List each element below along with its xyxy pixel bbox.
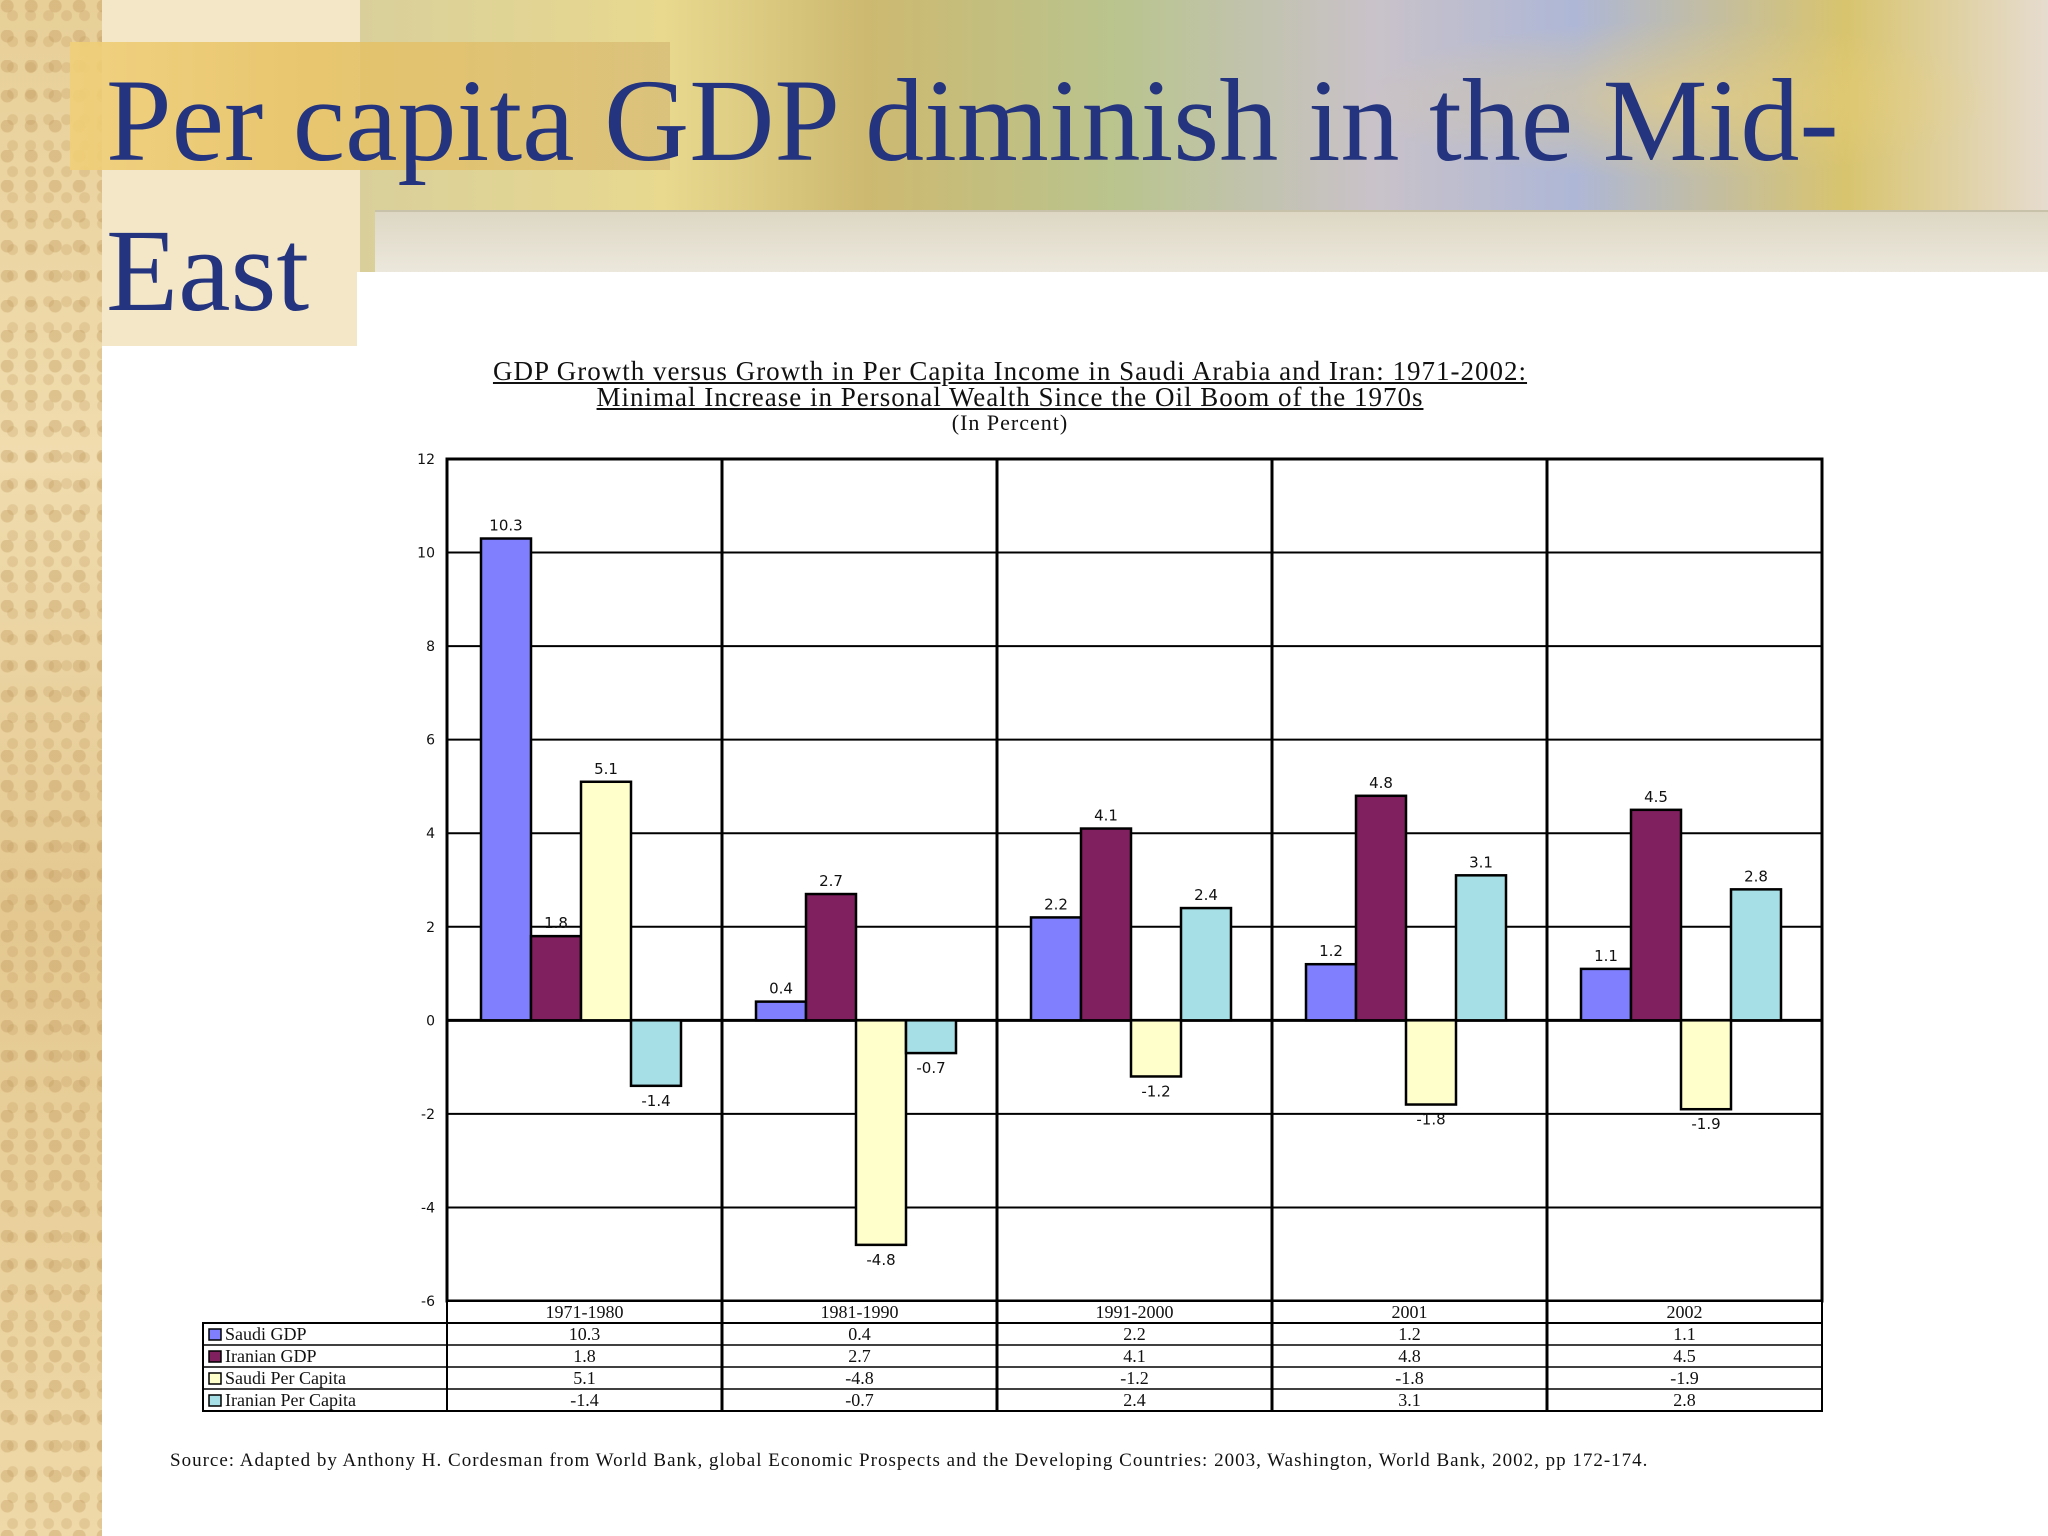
bar [1029, 916, 1083, 1022]
table-value: -1.4 [570, 1390, 599, 1410]
data-label: 1.2 [1319, 942, 1343, 960]
table-value: 5.1 [573, 1368, 596, 1388]
table-value: 1.2 [1398, 1324, 1421, 1344]
chart-title-line-1: GDP Growth versus Growth in Per Capita I… [492, 356, 1528, 386]
data-label: 1.1 [1594, 947, 1618, 965]
bar [1679, 1019, 1733, 1111]
data-label: 5.1 [594, 760, 618, 778]
chart-panel-top [357, 272, 2048, 352]
bar [1454, 874, 1508, 1022]
parchment-border [0, 0, 102, 1536]
table-value: 4.5 [1673, 1346, 1696, 1366]
decorative-banner-strip [375, 210, 2048, 274]
bar [1079, 827, 1133, 1022]
data-label: -1.8 [1416, 1111, 1445, 1129]
table-value: -1.8 [1395, 1368, 1424, 1388]
table-value: 0.4 [848, 1324, 871, 1344]
bar [804, 892, 858, 1022]
x-tick-label: 1981-1990 [821, 1302, 899, 1322]
table-value: 4.8 [1398, 1346, 1421, 1366]
x-tick-label: 1971-1980 [546, 1302, 624, 1322]
data-label: -1.4 [641, 1092, 670, 1110]
data-label: 2.2 [1044, 895, 1068, 913]
bar [579, 780, 633, 1022]
data-label: -1.2 [1141, 1082, 1170, 1100]
chart-subtitle: (In Percent) [951, 410, 1069, 435]
legend-label: Saudi Per Capita [225, 1368, 346, 1388]
y-tick-label: 0 [426, 1013, 435, 1029]
data-label: 2.4 [1194, 886, 1218, 904]
bar [754, 1000, 808, 1022]
data-label: 4.8 [1369, 774, 1393, 792]
data-label: -1.9 [1691, 1115, 1720, 1133]
legend-label: Iranian GDP [225, 1346, 316, 1366]
legend-swatch [208, 1372, 222, 1385]
bar [1179, 906, 1233, 1022]
data-label: 0.4 [769, 980, 793, 998]
plot-area [445, 457, 1824, 1303]
y-tick-label: -6 [421, 1294, 435, 1310]
y-tick-label: -4 [421, 1200, 435, 1216]
bar [1729, 888, 1783, 1022]
source-note: Source: Adapted by Anthony H. Cordesman … [170, 1450, 1649, 1471]
data-label: 3.1 [1469, 853, 1493, 871]
y-tick-label: 8 [426, 639, 435, 655]
data-label: -0.7 [916, 1059, 945, 1077]
bar [529, 934, 583, 1022]
legend-swatch [208, 1350, 222, 1363]
table-value: -1.9 [1670, 1368, 1699, 1388]
x-tick-label: 1991-2000 [1096, 1302, 1174, 1322]
bar [1354, 794, 1408, 1022]
bar [479, 537, 533, 1022]
table-value: 10.3 [569, 1324, 601, 1344]
bar [1129, 1019, 1183, 1078]
table-value: 2.7 [848, 1346, 871, 1366]
table-value: -4.8 [845, 1368, 874, 1388]
bar [1629, 808, 1683, 1022]
decorative-banner-glow [1360, 20, 2000, 180]
slide-title: Per capita GDP diminish in the Mid-East [106, 55, 1839, 336]
y-tick-label: 4 [426, 826, 435, 842]
data-label: 4.5 [1644, 788, 1668, 806]
table-value: 3.1 [1398, 1390, 1421, 1410]
bar [1579, 967, 1633, 1022]
table-value: 2.4 [1123, 1390, 1146, 1410]
x-tick-label: 2001 [1392, 1302, 1428, 1322]
table-value: -1.2 [1120, 1368, 1149, 1388]
chart-title-line-2: Minimal Increase in Personal Wealth Sinc… [596, 382, 1424, 412]
x-tick-label: 2002 [1667, 1302, 1703, 1322]
y-tick-label: -2 [421, 1107, 435, 1123]
data-label: 10.3 [489, 517, 522, 535]
y-tick-label: 2 [426, 920, 435, 936]
bar [854, 1019, 908, 1247]
table-value: 1.8 [573, 1346, 596, 1366]
data-label: 1.8 [544, 914, 568, 932]
table-value: 1.1 [1673, 1324, 1696, 1344]
table-value: 4.1 [1123, 1346, 1146, 1366]
y-tick-label: 12 [417, 452, 435, 468]
bar [1304, 962, 1358, 1022]
data-label: -4.8 [866, 1251, 895, 1269]
decorative-banner-highlight [70, 42, 670, 170]
y-tick-label: 10 [417, 546, 435, 562]
legend-label: Saudi GDP [225, 1324, 307, 1344]
table-value: 2.8 [1673, 1390, 1696, 1410]
data-label: 4.1 [1094, 807, 1118, 825]
legend-label: Iranian Per Capita [225, 1390, 356, 1410]
legend-swatch [208, 1394, 222, 1407]
bar [1404, 1019, 1458, 1106]
table-value: 2.2 [1123, 1324, 1146, 1344]
data-label: 2.8 [1744, 867, 1768, 885]
bar [629, 1019, 683, 1088]
table-value: -0.7 [845, 1390, 874, 1410]
bar [904, 1019, 958, 1055]
data-label: 2.7 [819, 872, 843, 890]
y-tick-label: 6 [426, 733, 435, 749]
legend-swatch [208, 1328, 222, 1341]
